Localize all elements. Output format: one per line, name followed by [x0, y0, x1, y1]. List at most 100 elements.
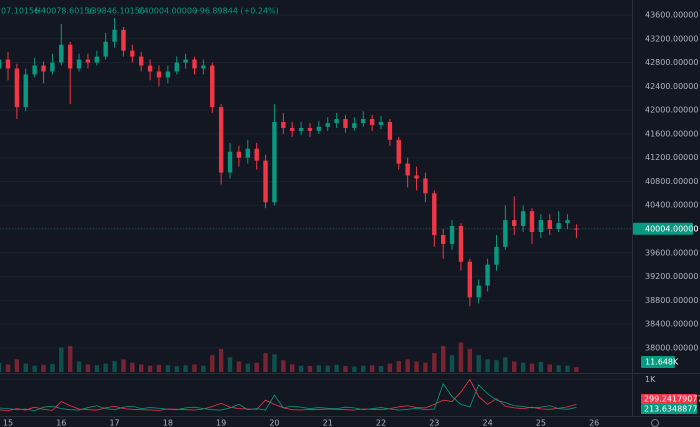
volume-tag: [641, 356, 675, 368]
header: 07.10156 H40078.60156 L39846.10156 C4000…: [1, 7, 279, 16]
candle-body: [272, 121, 277, 203]
volume-bar: [432, 353, 437, 372]
candle-body: [112, 29, 117, 42]
volume-bar: [520, 362, 526, 372]
x-tick-label: 25: [536, 419, 546, 427]
candle-body: [183, 59, 188, 63]
y-tick-label: 38400.00000: [645, 320, 698, 329]
indicator-tick-label: 1K: [645, 375, 656, 384]
volume-bar: [192, 364, 197, 372]
volume-bar: [494, 360, 499, 372]
indicator-line: [0, 378, 577, 412]
candle-body: [361, 119, 366, 124]
volume-bar: [281, 360, 286, 372]
volume-bar: [85, 364, 91, 372]
volume-bar: [227, 357, 233, 372]
volume-bar: [387, 363, 393, 372]
volume-bar: [556, 365, 561, 372]
candle-body: [476, 285, 481, 298]
y-tick-label: 41200.00000: [645, 153, 698, 162]
volume-bar: [183, 365, 188, 372]
candle-body: [236, 151, 242, 158]
volume-bar: [32, 365, 37, 372]
x-tick-label: 26: [589, 419, 599, 427]
candle-body: [94, 56, 100, 63]
candle-body: [289, 127, 295, 131]
volume-bar: [218, 348, 224, 372]
x-tick-label: 17: [109, 419, 119, 427]
x-tick-label: 21: [323, 419, 333, 427]
candle-body: [121, 29, 126, 51]
candle-body: [387, 121, 393, 140]
y-tick-label: 43600.00000: [645, 10, 698, 19]
candle-body: [263, 160, 268, 203]
volume-bar: [94, 365, 100, 372]
volume-bar: [50, 364, 55, 372]
volume-bar: [440, 345, 446, 372]
volume-bar: [147, 365, 153, 372]
volume-bar: [112, 361, 117, 372]
volume-bar: [565, 365, 570, 372]
y-tick-label: 40400.00000: [645, 201, 698, 210]
volume-bar: [369, 365, 375, 372]
volume-bar: [405, 359, 410, 372]
x-tick-label: 23: [429, 419, 439, 427]
volume-bar: [343, 366, 348, 372]
candle-body: [307, 127, 313, 131]
y-tick-label: 39200.00000: [645, 272, 698, 281]
volume-bar: [298, 365, 304, 372]
volume-bar: [378, 366, 384, 372]
candle-body: [503, 220, 508, 247]
candle-body: [325, 123, 330, 127]
indicator-line: [0, 382, 577, 412]
volume-bar: [121, 359, 126, 372]
volume-bar: [139, 364, 144, 372]
indicator-tag: [641, 404, 697, 414]
y-tick-label: 42400.00000: [645, 82, 698, 91]
volume-bar: [476, 355, 481, 372]
candle-body: [210, 65, 215, 108]
volume-bar: [307, 366, 313, 372]
volume-bar: [449, 355, 455, 372]
x-tick-label: 20: [269, 419, 279, 427]
volume-bar: [5, 364, 11, 372]
volume-bar: [547, 364, 552, 372]
indicator-last-label: 213.6348877: [644, 405, 697, 414]
volume-bar: [254, 362, 259, 372]
candle-body: [245, 148, 250, 158]
candle-body: [369, 119, 375, 125]
volume-bar: [41, 364, 46, 372]
volume-bar: [512, 361, 517, 372]
candle-body: [76, 59, 82, 69]
candle-body: [343, 119, 348, 128]
candle-body: [67, 44, 73, 69]
candle-body: [467, 261, 473, 298]
y-tick-label: 42800.00000: [645, 58, 698, 67]
volume-bar: [396, 361, 401, 372]
candle-body: [520, 211, 526, 227]
last-price-label: 40004.00000: [645, 224, 698, 233]
candle-body: [334, 119, 339, 124]
candle-body: [156, 71, 162, 78]
y-tick-label: 42000.00000: [645, 106, 698, 115]
volume-bar: [272, 354, 277, 372]
candle-body: [174, 62, 179, 72]
candle-body: [147, 65, 153, 72]
header-high: H40078.60156: [35, 7, 94, 16]
volume-bar: [14, 359, 20, 372]
candle-body: [281, 121, 286, 128]
volume-bar: [352, 366, 357, 372]
volume-bar: [325, 365, 330, 372]
volume-bar: [458, 342, 464, 372]
volume-bar: [485, 359, 490, 372]
volume-bar: [467, 348, 473, 372]
candle-body: [432, 193, 437, 235]
volume-bar: [0, 362, 2, 372]
candle-body: [396, 139, 401, 164]
candle-body: [130, 50, 135, 57]
x-tick-label: 16: [56, 419, 66, 427]
y-tick-label: 38800.00000: [645, 296, 698, 305]
indicator-last-label: 299.24179077: [644, 395, 700, 404]
